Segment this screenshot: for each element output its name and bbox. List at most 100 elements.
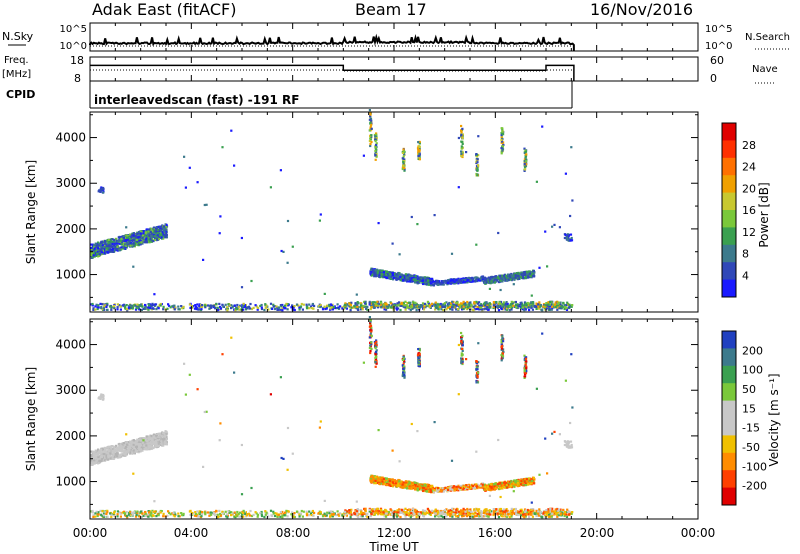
power-point — [328, 303, 331, 306]
power-point — [480, 303, 483, 306]
power-point — [359, 305, 362, 308]
power-point — [500, 141, 503, 144]
power-point — [98, 254, 101, 257]
power-point — [521, 276, 524, 279]
power-point — [323, 305, 326, 308]
power-point — [533, 305, 536, 308]
power-point — [480, 306, 483, 309]
velocity-point — [441, 487, 444, 490]
power-point — [138, 233, 141, 236]
power-point — [566, 234, 569, 237]
power-point — [110, 245, 113, 248]
power-point — [150, 239, 153, 242]
velocity-point — [93, 453, 96, 456]
power-point — [374, 154, 377, 157]
power-point — [453, 279, 456, 282]
power-point — [154, 238, 157, 241]
power-point — [137, 239, 140, 242]
power-point — [531, 308, 534, 311]
velocity-point — [99, 448, 103, 451]
search-tick-top: 10^5 — [705, 24, 732, 35]
power-point — [462, 307, 465, 311]
power-point — [515, 306, 518, 309]
power-point — [369, 127, 372, 130]
velocity-point — [145, 444, 148, 447]
power-point — [450, 306, 453, 309]
power-point — [424, 281, 427, 284]
power-point — [556, 301, 559, 304]
power-point — [370, 123, 373, 126]
power-point — [493, 279, 496, 282]
velocity-point — [134, 440, 137, 443]
velocity-point — [370, 477, 373, 480]
power-point — [488, 281, 491, 284]
power-point — [462, 280, 466, 283]
power-point — [441, 303, 444, 306]
power-point — [451, 281, 454, 284]
power-point — [146, 233, 149, 236]
power-point — [106, 302, 109, 305]
power-point — [417, 304, 420, 307]
power-point — [401, 276, 404, 279]
power-point — [414, 277, 417, 280]
power-point — [173, 308, 176, 311]
power-point — [374, 301, 377, 304]
power-point — [519, 306, 522, 309]
power-point — [267, 308, 270, 311]
velocity-point — [90, 460, 93, 464]
colorbar-cell — [722, 279, 736, 298]
power-point — [402, 305, 405, 308]
power-point — [129, 306, 132, 309]
power-point — [523, 270, 526, 274]
power-point — [94, 249, 97, 253]
power-point — [461, 153, 464, 156]
velocity-point — [106, 446, 109, 449]
power-point — [475, 278, 479, 281]
power-point — [286, 303, 289, 306]
velocity-point — [98, 461, 101, 464]
power-point — [391, 274, 394, 277]
power-point — [348, 305, 351, 308]
power-point — [96, 247, 99, 250]
power-point — [551, 305, 554, 308]
power-point — [135, 236, 138, 239]
power-point — [510, 308, 513, 311]
velocity-point — [389, 481, 392, 484]
velocity-point — [153, 438, 156, 441]
power-point — [381, 269, 384, 272]
power-point — [387, 304, 390, 307]
velocity-point — [109, 457, 112, 460]
velocity-point — [99, 452, 102, 455]
velocity-point — [148, 442, 151, 445]
power-point — [127, 241, 130, 244]
power-point — [556, 308, 559, 311]
power-point — [158, 233, 161, 237]
range-tick-label: 3000 — [55, 176, 86, 190]
power-point — [416, 281, 419, 284]
power-point — [97, 248, 100, 252]
power-point — [428, 282, 431, 285]
power-point — [442, 308, 445, 312]
velocity-point — [144, 447, 147, 450]
power-point — [396, 277, 399, 280]
power-point — [495, 278, 498, 281]
power-point — [539, 304, 542, 307]
power-point — [548, 303, 551, 306]
power-point — [530, 306, 533, 309]
power-point — [543, 304, 546, 307]
power-point — [101, 308, 104, 311]
velocity-point — [440, 489, 443, 492]
power-point — [369, 121, 372, 124]
power-point — [389, 274, 392, 277]
power-point — [413, 305, 416, 309]
power-point — [476, 158, 479, 161]
power-point — [368, 303, 371, 306]
velocity-point — [150, 446, 153, 449]
power-point — [350, 301, 353, 304]
power-point — [151, 228, 154, 231]
power-point — [500, 133, 503, 137]
power-point — [471, 280, 475, 283]
power-point — [530, 294, 533, 297]
power-point — [374, 269, 377, 272]
power-point — [226, 306, 229, 309]
